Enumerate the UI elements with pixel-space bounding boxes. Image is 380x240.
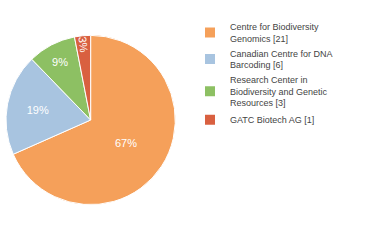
svg-text:GATC Biotech AG [1]: GATC Biotech AG [1] bbox=[230, 115, 314, 125]
svg-text:Centre for BiodiversityGenomic: Centre for BiodiversityGenomics [21] bbox=[230, 22, 319, 44]
svg-text:9%: 9% bbox=[52, 56, 68, 68]
svg-text:3%: 3% bbox=[77, 36, 90, 53]
svg-text:Research Center inBiodiversity: Research Center inBiodiversity and Genet… bbox=[230, 75, 328, 108]
svg-text:67%: 67% bbox=[115, 137, 137, 149]
svg-text:Canadian Centre for DNABarcodi: Canadian Centre for DNABarcoding [6] bbox=[230, 49, 333, 71]
svg-text:19%: 19% bbox=[27, 104, 49, 116]
